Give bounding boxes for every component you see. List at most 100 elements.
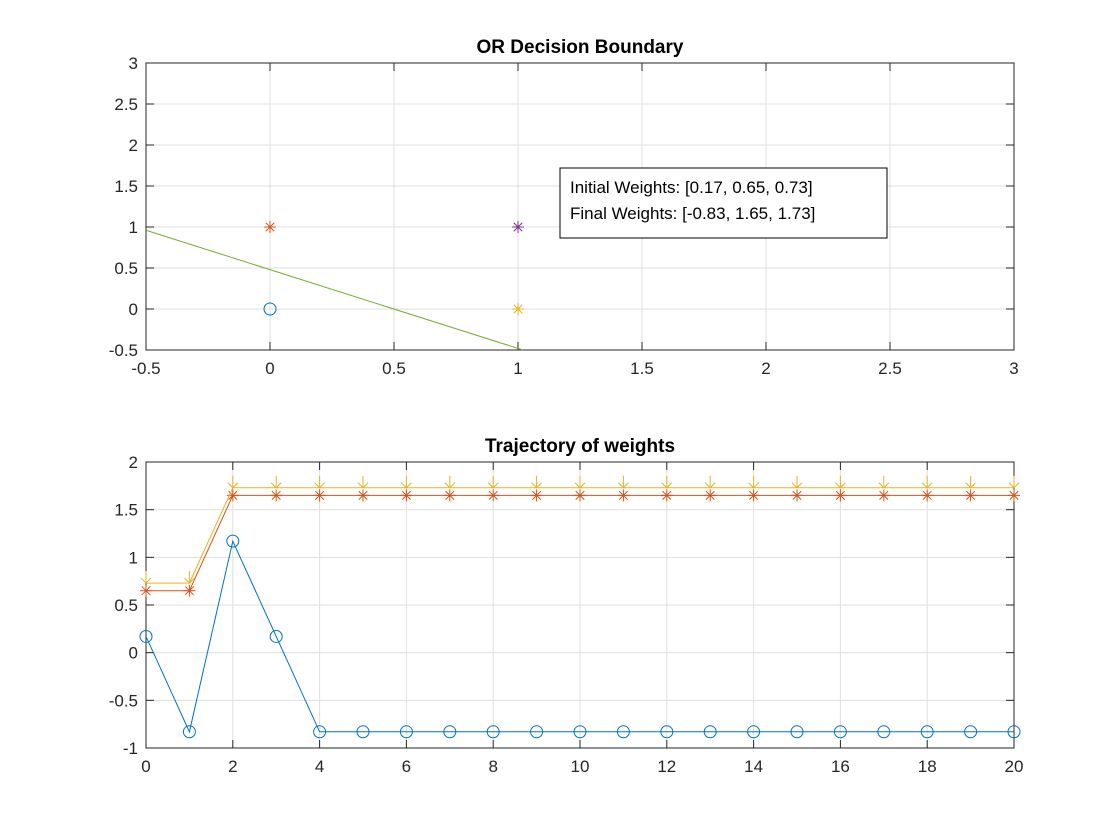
y-tick-label: 1 (129, 218, 138, 237)
series-line (145, 539, 1014, 734)
x-tick-label: 2.5 (878, 359, 902, 378)
y-tick-label: 1 (129, 548, 138, 567)
series-point (183, 584, 196, 597)
axes-box (145, 62, 1015, 351)
chart-title: Trajectory of weights (485, 436, 675, 457)
annotation-line: Initial Weights: [0.17, 0.65, 0.73] (570, 178, 813, 197)
y-tick-label: 1.5 (114, 501, 138, 520)
y-tick-label: 0.5 (114, 259, 138, 278)
series-point (704, 489, 717, 502)
series-point (487, 489, 500, 502)
series-point (660, 725, 674, 739)
x-tick-label: 2 (228, 757, 237, 776)
series-point (661, 475, 673, 489)
x-tick-label: 0 (141, 757, 150, 776)
series-point (139, 629, 153, 643)
series-point (617, 489, 630, 502)
series-point (226, 534, 240, 548)
series-point (184, 571, 195, 584)
series-point (878, 475, 890, 489)
x-tick-label: 12 (657, 757, 676, 776)
y-tick-label: 0 (129, 300, 138, 319)
x-tick-label: 14 (744, 757, 763, 776)
series-point (877, 489, 890, 502)
x-tick-label: 20 (1005, 757, 1024, 776)
series-point (791, 489, 803, 502)
series-point (356, 725, 370, 739)
series-point (835, 475, 846, 489)
x-tick-label: 0.5 (382, 359, 406, 378)
series-point (357, 475, 369, 489)
series-point (314, 475, 325, 489)
series-point (1007, 725, 1021, 739)
series-point (660, 489, 673, 502)
x-tick-label: 3 (1009, 359, 1018, 378)
y-tick-label: -0.5 (109, 691, 138, 710)
decision-boundary-axes: -0.5 0 0.5 1 1.5 2 2.5 3 -0.5 0 0.5 1 1.5 2 2.5 3 OR Dec… (109, 37, 1019, 378)
y-tick-label: 0.5 (114, 596, 138, 615)
x-tick-label: 18 (918, 757, 937, 776)
y-tick-label: 0 (129, 644, 138, 663)
series-point (964, 725, 978, 739)
series-point (834, 489, 847, 502)
series-point (400, 489, 413, 502)
series-point (965, 475, 976, 489)
series-point (270, 489, 283, 502)
chart-title: OR Decision Boundary (477, 37, 684, 58)
series-point (1008, 475, 1020, 489)
x-tick-label: -0.5 (131, 359, 160, 378)
series-point (270, 475, 282, 489)
series-point (920, 725, 934, 739)
series-point (443, 489, 456, 502)
series-point (443, 725, 457, 739)
x-tick-label: 1.5 (630, 359, 654, 378)
series-point (182, 725, 196, 739)
series-0 (139, 534, 1021, 739)
data-point (264, 221, 276, 233)
x-tick-label: 4 (315, 757, 324, 776)
series-point (444, 475, 456, 489)
series-2 (140, 475, 1020, 584)
series-point (747, 725, 761, 739)
x-tick-label: 0 (265, 359, 274, 378)
x-tick-label: 8 (488, 757, 497, 776)
y-tick-label: 1.5 (114, 177, 138, 196)
annotation-box (559, 167, 888, 239)
series-point (530, 725, 544, 739)
weights-annotation: Initial Weights: [0.17, 0.65, 0.73] Final… (559, 167, 888, 239)
series-point (486, 725, 500, 739)
series-point (574, 475, 586, 489)
annotation-line: Final Weights: [-0.83, 1.65, 1.73] (570, 204, 815, 223)
series-point (921, 489, 934, 502)
series-point (227, 475, 239, 489)
x-tick-label: 16 (831, 757, 850, 776)
series-point (140, 571, 152, 584)
series-point (357, 489, 369, 502)
x-tick-label: 10 (571, 757, 590, 776)
series-point (313, 725, 327, 739)
series-point (921, 475, 933, 489)
y-tick-label: 3 (129, 54, 138, 73)
series-point (399, 725, 413, 739)
series-point (704, 475, 716, 489)
data-point (263, 302, 277, 316)
weights-trajectory-axes: 0 2 4 6 8 10 12 14 16 18 20 -1 -0.5 0 0.5 1 1.5 2 Trajecto… (109, 436, 1024, 776)
series-point (487, 475, 499, 489)
y-tick-label: 2 (129, 453, 138, 472)
series-1 (140, 489, 1020, 597)
x-tick-label: 1 (513, 359, 522, 378)
series-point (140, 584, 152, 597)
x-tick-label: 6 (402, 757, 411, 776)
decision-boundary-line (145, 229, 524, 351)
x-tick-label: 2 (761, 359, 770, 378)
series-point (790, 725, 804, 739)
y-tick-label: -0.5 (109, 341, 138, 360)
series-point (269, 629, 283, 643)
series-point (964, 489, 977, 502)
series-point (616, 725, 630, 739)
data-point (512, 303, 524, 315)
series-point (877, 725, 891, 739)
series-point (530, 489, 543, 502)
y-tick-label: 2 (129, 136, 138, 155)
